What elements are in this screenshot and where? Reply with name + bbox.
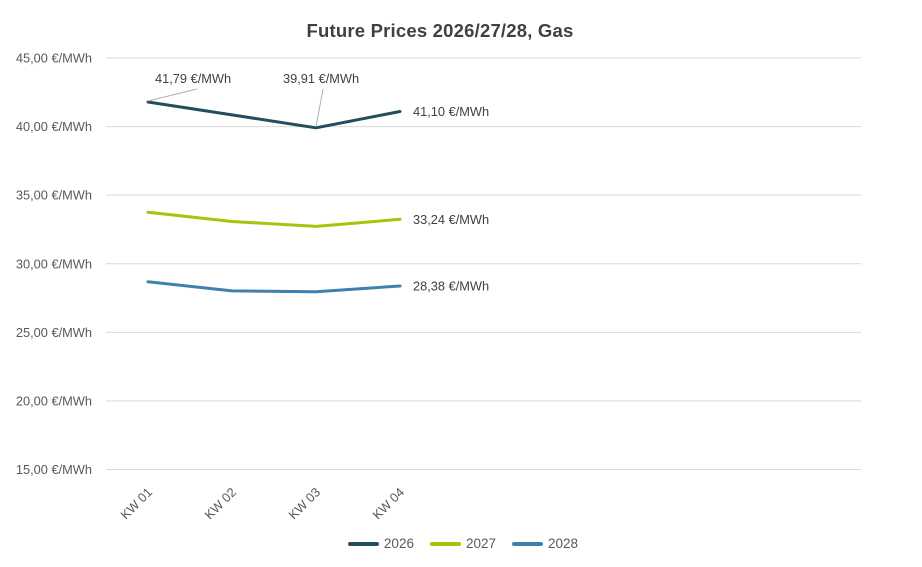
y-axis-tick-label: 30,00 €/MWh: [16, 256, 92, 271]
series-line-2028[interactable]: [146, 280, 402, 294]
data-label-leader-line: [147, 88, 198, 102]
y-axis-tick-label: 40,00 €/MWh: [16, 119, 92, 134]
x-axis-tick-label: KW 01: [117, 485, 155, 523]
legend-label: 2028: [548, 536, 579, 551]
y-axis-tick-label: 15,00 €/MWh: [16, 462, 92, 477]
series-line-2026[interactable]: [146, 100, 402, 130]
legend-item-2027[interactable]: 2027: [429, 536, 497, 551]
x-axis-tick-label: KW 03: [285, 485, 323, 523]
series-end-value-label: 28,38 €/MWh: [413, 278, 489, 293]
legend-line-swatch-icon: [512, 541, 544, 546]
y-axis-tick-label: 25,00 €/MWh: [16, 325, 92, 340]
legend-line-swatch-icon: [429, 541, 461, 546]
legend-item-2028[interactable]: 2028: [512, 536, 578, 551]
data-point-label: 41,79 €/MWh: [155, 71, 231, 86]
legend-label: 2027: [465, 536, 497, 551]
legend-label: 2026: [383, 536, 414, 551]
legend-line-swatch-icon: [347, 541, 379, 546]
data-point-label: 39,91 €/MWh: [283, 71, 359, 86]
series-end-value-label: 41,10 €/MWh: [413, 104, 489, 119]
data-label-leader-line: [315, 88, 324, 127]
chart-legend: 2026 2027 2028: [0, 536, 922, 551]
x-axis-tick-label: KW 02: [201, 485, 239, 523]
y-axis-tick-label: 20,00 €/MWh: [16, 393, 92, 408]
series-line-2027[interactable]: [146, 210, 402, 228]
series-end-value-label: 33,24 €/MWh: [413, 212, 489, 227]
chart-title: Future Prices 2026/27/28, Gas: [306, 20, 574, 41]
y-axis-tick-label: 35,00 €/MWh: [16, 188, 92, 203]
y-axis-tick-label: 45,00 €/MWh: [16, 51, 92, 66]
legend-item-2026[interactable]: 2026: [347, 536, 414, 551]
x-axis-tick-label: KW 04: [369, 485, 407, 523]
